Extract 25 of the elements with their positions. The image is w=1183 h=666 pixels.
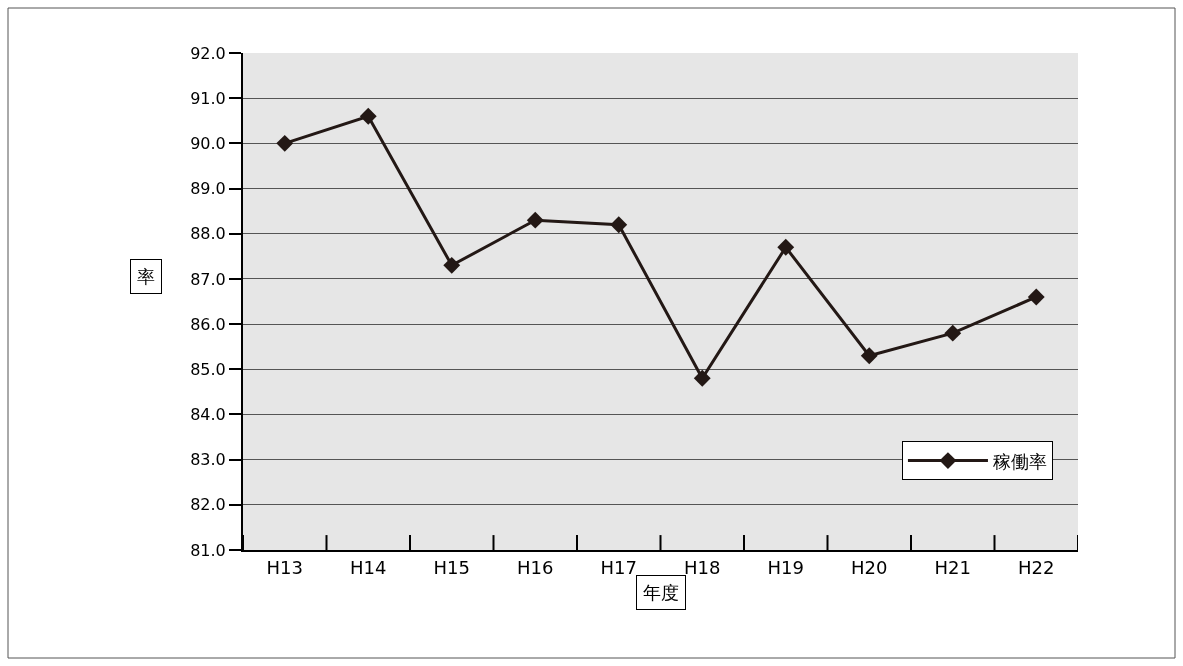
y-tick-label: 88.0	[190, 224, 226, 244]
legend-label: 稼働率	[992, 450, 1047, 472]
y-tick-label: 82.0	[190, 495, 226, 515]
y-tick-label: 91.0	[190, 88, 226, 108]
y-tick-label: 84.0	[190, 405, 226, 425]
x-tick-label: H18	[684, 556, 721, 578]
y-tick-label: 83.0	[190, 450, 226, 470]
x-axis-title: 年度	[643, 582, 679, 603]
y-tick-label: 90.0	[190, 133, 226, 153]
x-tick-label: H15	[433, 556, 470, 578]
y-tick-label: 86.0	[190, 314, 226, 334]
y-tick-label: 92.0	[190, 43, 226, 63]
x-tick-label: H14	[350, 556, 387, 578]
x-tick-label: H16	[517, 556, 554, 578]
y-tick-label: 87.0	[190, 269, 226, 289]
x-tick-label: H20	[851, 556, 888, 578]
y-tick-label: 85.0	[190, 359, 226, 379]
x-tick-label: H22	[1018, 556, 1055, 578]
x-tick-label: H19	[767, 556, 804, 578]
x-tick-label: H13	[266, 556, 303, 578]
x-tick-label: H21	[934, 556, 971, 578]
y-tick-label: 89.0	[190, 179, 226, 199]
y-tick-label: 81.0	[190, 540, 226, 560]
x-tick-label: H17	[600, 556, 637, 578]
y-axis-title: 率	[137, 266, 155, 287]
